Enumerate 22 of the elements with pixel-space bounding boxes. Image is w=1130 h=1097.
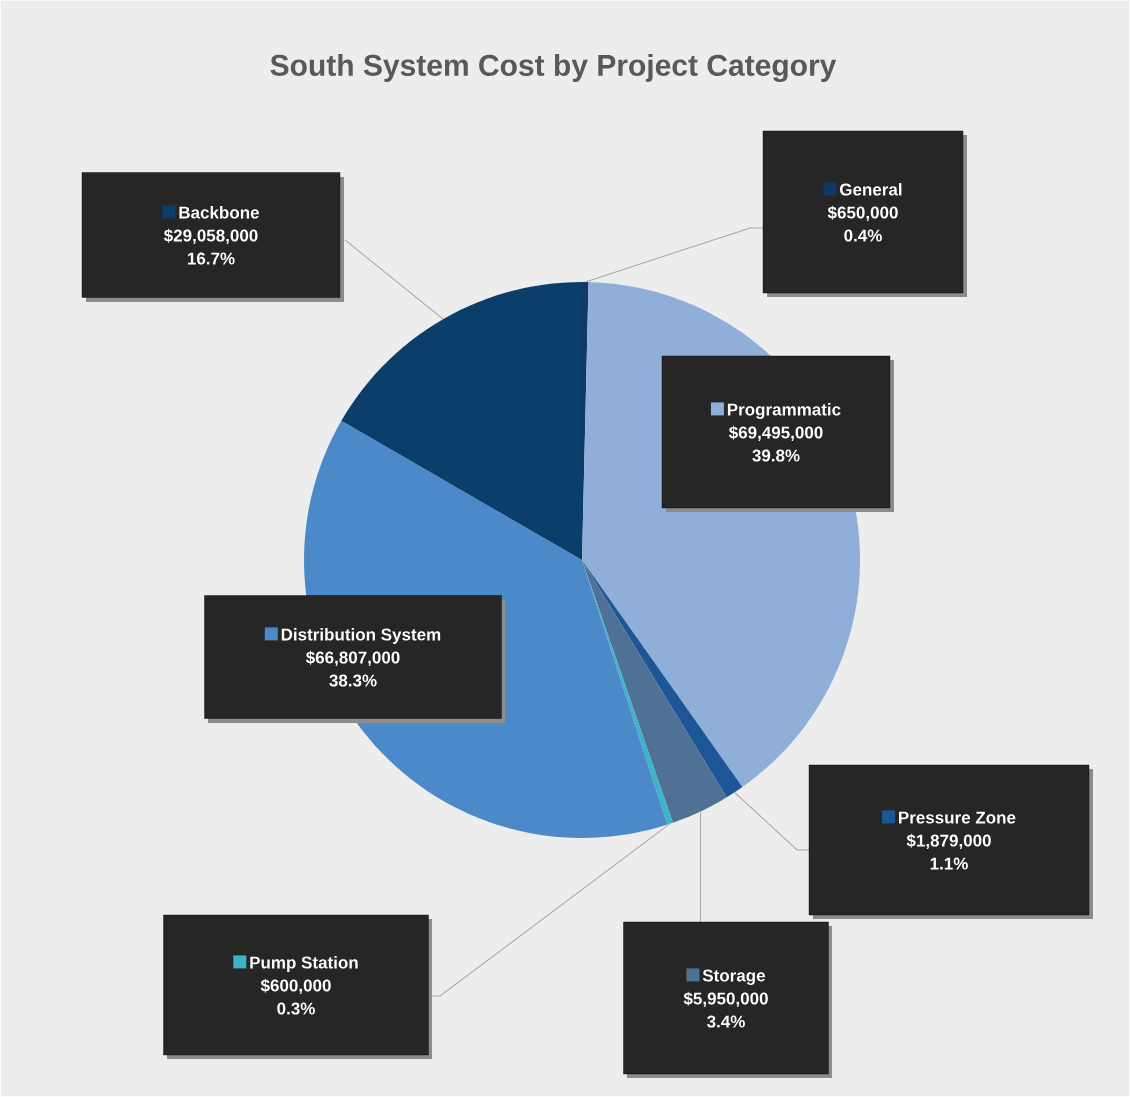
data-label: $29,058,000	[163, 228, 258, 245]
legend-label: Pressure Zone	[899, 811, 1016, 824]
text: 0.4%	[844, 229, 882, 242]
chart-title: South System Cost by Project Category	[270, 53, 837, 83]
text: 0.3%	[277, 1002, 315, 1015]
data-label: $650,000	[827, 205, 898, 222]
text: 39.8%	[752, 449, 800, 462]
legend-label: Pump Station	[250, 956, 358, 972]
legend-label: Backbone	[179, 206, 259, 219]
data-label: $5,950,000	[683, 991, 768, 1008]
legend-label: Distribution System	[281, 628, 441, 644]
legend-label: Programmatic	[727, 403, 841, 419]
text: 38.3%	[329, 674, 377, 687]
data-label: $69,495,000	[728, 425, 823, 442]
text: 3.4%	[707, 1015, 745, 1028]
data-label: $600,000	[260, 978, 331, 995]
legend-label: Storage	[702, 969, 765, 985]
data-label: $1,879,000	[906, 833, 991, 850]
text: 16.7%	[187, 252, 235, 265]
text: 1.1%	[930, 857, 968, 870]
data-label: $66,807,000	[305, 650, 400, 667]
legend-label: General	[839, 183, 902, 196]
